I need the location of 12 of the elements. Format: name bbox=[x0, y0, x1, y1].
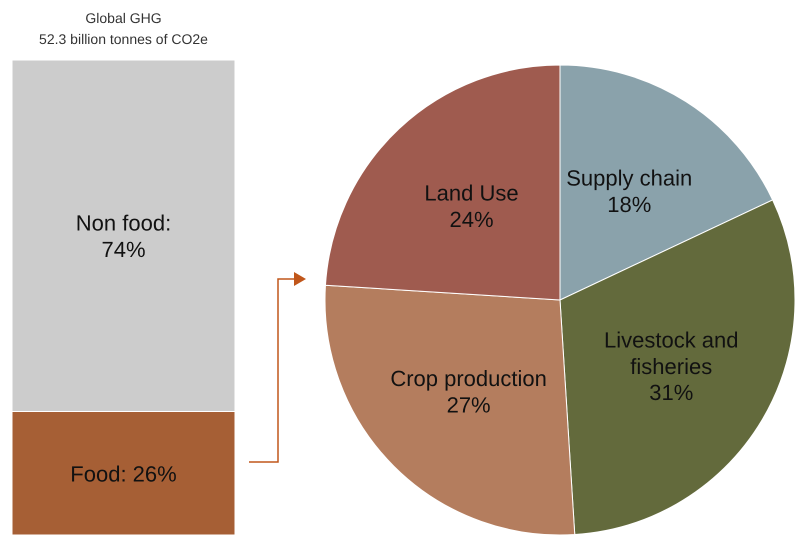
data-label: 27% bbox=[446, 392, 491, 418]
slice-label: Supply chain bbox=[566, 165, 692, 190]
data-label: 18% bbox=[607, 192, 652, 217]
chart-subtitle: 52.3 billion tonnes of CO2e bbox=[38, 30, 209, 49]
data-label: 31% bbox=[649, 380, 694, 405]
data-label: Non food: 74% bbox=[76, 210, 172, 262]
data-label: 24% bbox=[450, 206, 494, 232]
data-label: Food: 26% bbox=[70, 460, 177, 486]
chart-title: Global GHG bbox=[84, 9, 163, 28]
slice-label: Livestock and fisheries bbox=[604, 326, 739, 378]
slice-label: Land Use bbox=[424, 180, 519, 206]
slice-label: Crop production bbox=[390, 366, 547, 391]
